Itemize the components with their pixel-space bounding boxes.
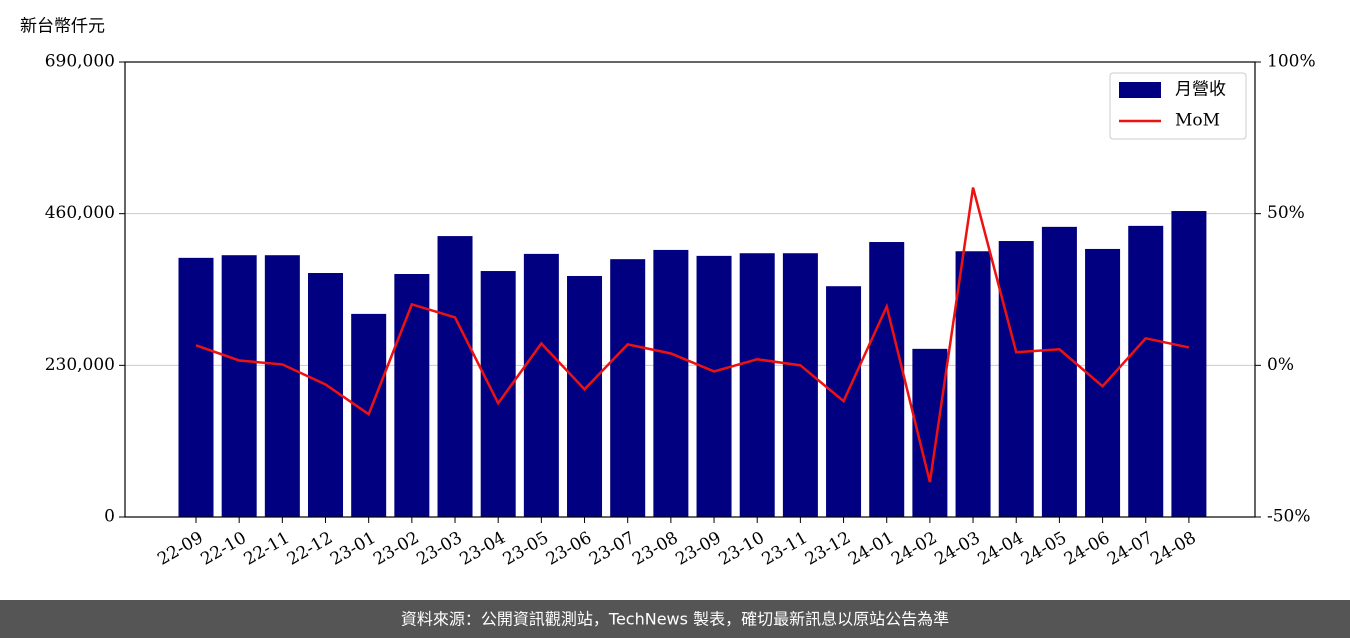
x-tick-label: 24-05 — [1018, 528, 1070, 570]
footer: 資料來源：公開資訊觀測站，TechNews 製表，確切最新訊息以原站公告為準 — [401, 610, 949, 629]
bar — [610, 259, 646, 517]
y2-tick-label: 100% — [1267, 52, 1316, 72]
bar — [567, 275, 603, 517]
x-tick-label: 23-12 — [802, 528, 854, 570]
bar — [480, 271, 516, 517]
x-tick-label: 22-12 — [284, 528, 336, 570]
y2-tick-label: 0% — [1267, 355, 1294, 375]
legend-label: 月營收 — [1175, 80, 1226, 100]
bar — [1171, 211, 1207, 517]
y2-tick-label: -50% — [1267, 507, 1311, 527]
x-tick-label: 23-06 — [543, 528, 595, 570]
x-tick-label: 23-09 — [672, 528, 724, 570]
footer-bar — [0, 600, 1350, 638]
x-tick-label: 24-08 — [1147, 528, 1199, 570]
y-tick-label: 0 — [104, 507, 115, 527]
bar — [308, 273, 344, 517]
y2-tick-label: 50% — [1267, 203, 1305, 223]
x-tick-label: 23-03 — [413, 528, 465, 570]
y-axis-label: 新台幣仟元 — [20, 17, 105, 37]
bar — [739, 253, 775, 518]
x-tick-label: 24-03 — [931, 528, 983, 570]
x-tick-label: 23-05 — [500, 528, 552, 570]
bar — [696, 255, 732, 517]
bar — [869, 242, 905, 518]
legend-label: MoM — [1175, 111, 1220, 131]
y-tick-label: 460,000 — [45, 203, 115, 223]
x-tick-label: 24-04 — [975, 528, 1027, 570]
bar — [653, 249, 689, 517]
x-tick-label: 23-01 — [327, 528, 379, 570]
bar — [955, 251, 991, 518]
x-tick-label: 22-11 — [241, 528, 293, 570]
x-tick-label: 24-07 — [1104, 528, 1156, 570]
bar — [1085, 248, 1121, 517]
bar — [394, 274, 430, 517]
bar — [178, 257, 214, 517]
x-tick-label: 22-10 — [197, 528, 249, 570]
x-tick-label: 23-02 — [370, 528, 422, 570]
bar — [1041, 226, 1077, 517]
bar — [264, 255, 300, 517]
x-tick-label: 24-01 — [845, 528, 897, 570]
legend-swatch — [1119, 82, 1161, 98]
x-tick-label: 23-10 — [716, 528, 768, 570]
x-tick-label: 24-06 — [1061, 528, 1113, 570]
line — [195, 187, 1190, 483]
bar — [437, 236, 473, 517]
y-tick-label: 690,000 — [45, 52, 115, 72]
x-tick-label: 23-04 — [456, 528, 508, 570]
x-tick-label: 23-07 — [586, 528, 638, 570]
bar — [782, 253, 818, 518]
bar — [221, 255, 257, 517]
x-tick-label: 23-11 — [759, 528, 811, 570]
x-tick-label: 22-09 — [154, 528, 206, 570]
bar — [523, 253, 559, 518]
y-tick-label: 230,000 — [45, 355, 115, 375]
bar — [1128, 225, 1164, 517]
bar — [998, 241, 1034, 518]
plot-frame — [124, 61, 1256, 518]
x-tick-label: 23-08 — [629, 528, 681, 570]
x-tick-label: 24-02 — [888, 528, 940, 570]
